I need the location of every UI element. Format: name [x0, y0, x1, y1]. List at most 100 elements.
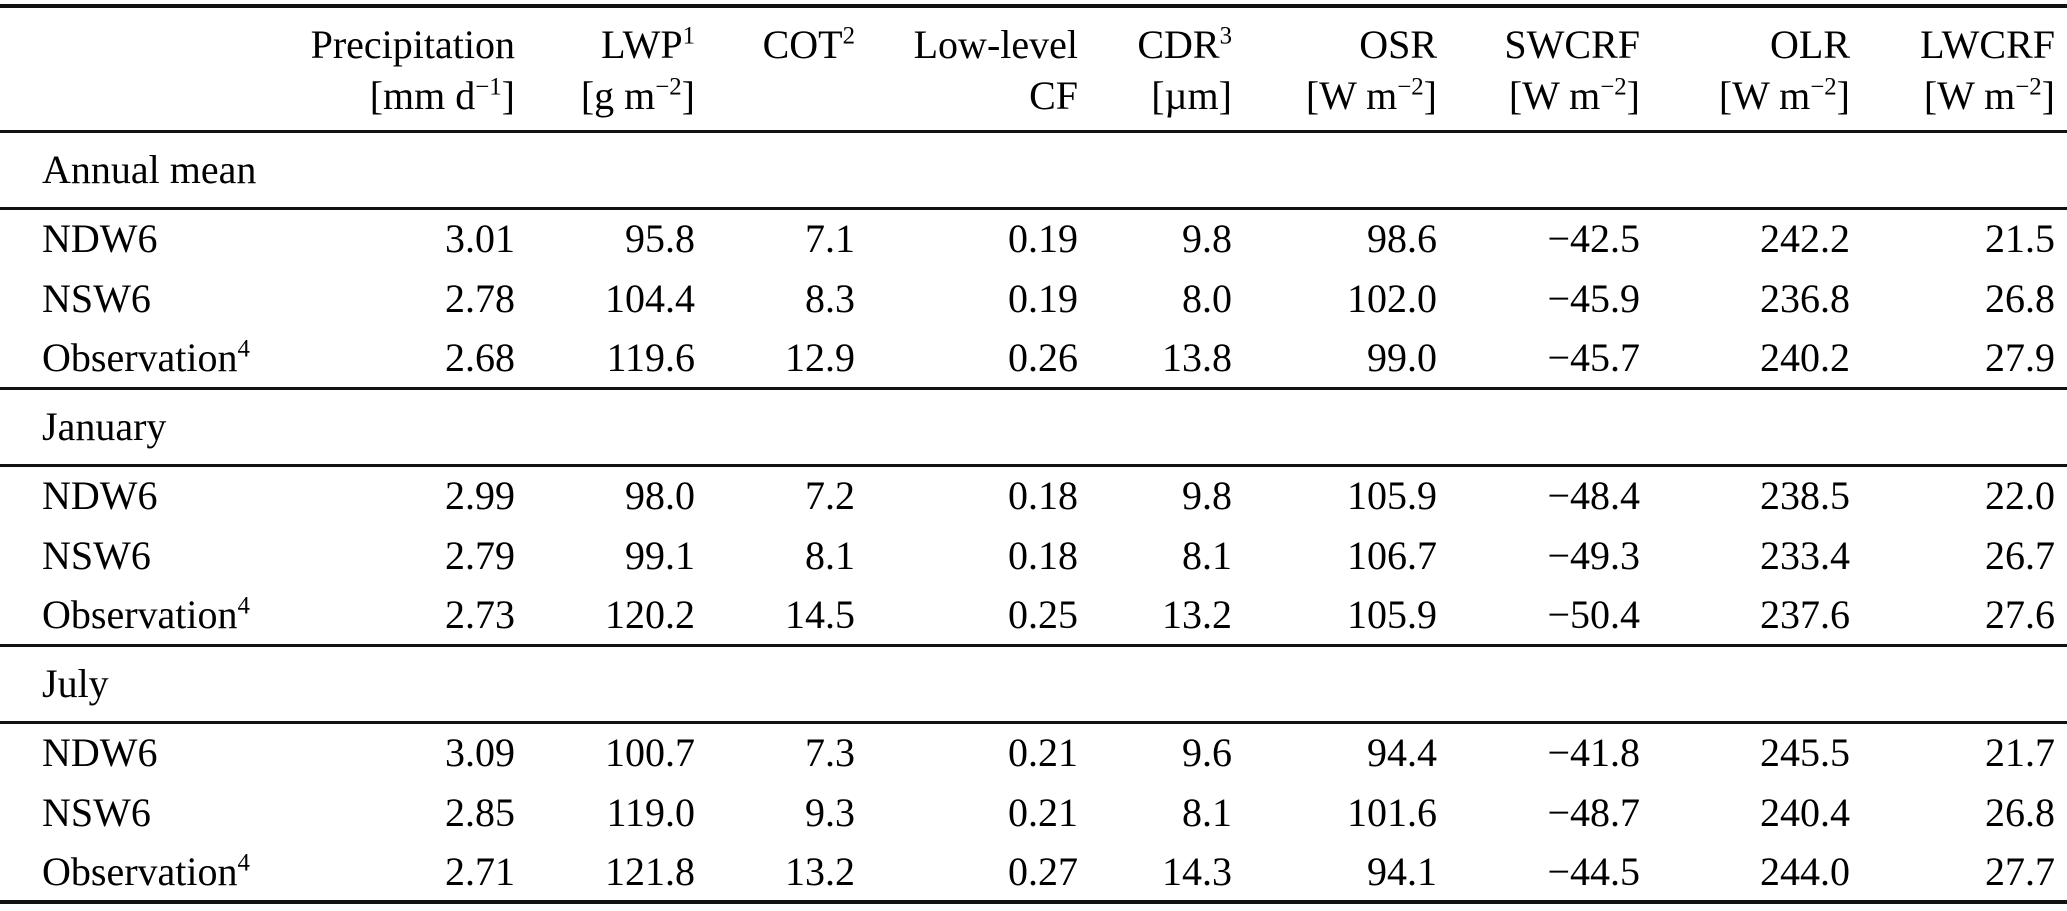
section-heading-row-january: January: [0, 388, 2067, 465]
value-cell: 7.3: [805, 730, 855, 776]
value-cell: 21.5: [1985, 216, 2055, 262]
row-label: NDW6: [42, 216, 158, 262]
column-header-osr: OSR [W m−2]: [1232, 6, 1437, 131]
value-cell: 98.6: [1367, 216, 1437, 262]
column-header-label: SWCRF: [1504, 22, 1640, 67]
value-cell: 99.0: [1367, 334, 1437, 380]
column-header-unit: [W m−2]: [1305, 73, 1437, 118]
value-cell: 2.73: [445, 591, 515, 637]
value-cell: 26.7: [1985, 532, 2055, 578]
value-cell: 100.7: [605, 730, 695, 776]
value-cell: −48.4: [1547, 473, 1640, 519]
value-cell: 0.26: [1008, 334, 1078, 380]
value-cell: 13.8: [1162, 334, 1232, 380]
value-cell: −44.5: [1547, 848, 1640, 894]
value-cell: −45.7: [1547, 334, 1640, 380]
results-table: Precipitation [mm d−1] LWP1 [g m−2] COT2…: [0, 4, 2067, 904]
column-header-unit: [mm d−1]: [369, 73, 515, 118]
row-label: NSW6: [42, 532, 151, 578]
value-cell: 27.6: [1985, 591, 2055, 637]
value-cell: 106.7: [1347, 532, 1437, 578]
table-header-row: Precipitation [mm d−1] LWP1 [g m−2] COT2…: [0, 6, 2067, 131]
value-cell: 94.1: [1367, 848, 1437, 894]
table-row-january-nsw6: NSW6 2.79 99.1 8.1 0.18 8.1 106.7 −49.3 …: [0, 525, 2067, 585]
value-cell: 101.6: [1347, 789, 1437, 835]
value-cell: 238.5: [1760, 473, 1850, 519]
column-header-label: Precipitation: [310, 22, 515, 67]
value-cell: 3.09: [445, 730, 515, 776]
value-cell: 0.19: [1008, 216, 1078, 262]
column-header-precipitation: Precipitation [mm d−1]: [300, 6, 515, 131]
value-cell: 102.0: [1347, 275, 1437, 321]
value-cell: 119.0: [606, 789, 695, 835]
table-row-january-observation: Observation4 2.73 120.2 14.5 0.25 13.2 1…: [0, 585, 2067, 645]
column-header-unit: [W m−2]: [1718, 73, 1850, 118]
value-cell: 0.25: [1008, 591, 1078, 637]
value-cell: 244.0: [1760, 848, 1850, 894]
column-header-unit: CF: [1029, 73, 1078, 118]
row-label: NSW6: [42, 789, 151, 835]
value-cell: 240.2: [1760, 334, 1850, 380]
value-cell: 0.18: [1008, 473, 1078, 519]
column-header-olr: OLR [W m−2]: [1640, 6, 1850, 131]
value-cell: 2.68: [445, 334, 515, 380]
column-header-empty: [0, 6, 300, 131]
value-cell: 2.99: [445, 473, 515, 519]
value-cell: 2.85: [445, 789, 515, 835]
value-cell: −50.4: [1547, 591, 1640, 637]
value-cell: 0.18: [1008, 532, 1078, 578]
value-cell: 99.1: [625, 532, 695, 578]
value-cell: 27.7: [1985, 848, 2055, 894]
value-cell: 105.9: [1347, 473, 1437, 519]
value-cell: 9.6: [1182, 730, 1232, 776]
value-cell: 236.8: [1760, 275, 1850, 321]
column-header-label: COT2: [762, 22, 855, 67]
table-row-annual-nsw6: NSW6 2.78 104.4 8.3 0.19 8.0 102.0 −45.9…: [0, 268, 2067, 328]
column-header-low-level-cf: Low-level CF: [855, 6, 1078, 131]
value-cell: 13.2: [1162, 591, 1232, 637]
section-heading: July: [42, 661, 109, 706]
value-cell: 2.79: [445, 532, 515, 578]
value-cell: 8.0: [1182, 275, 1232, 321]
column-header-lwcrf: LWCRF [W m−2]: [1850, 6, 2067, 131]
value-cell: 26.8: [1985, 789, 2055, 835]
value-cell: 121.8: [605, 848, 695, 894]
value-cell: 9.8: [1182, 473, 1232, 519]
value-cell: 104.4: [605, 275, 695, 321]
row-label: Observation4: [42, 334, 250, 380]
section-heading-row-annual-mean: Annual mean: [0, 131, 2067, 208]
value-cell: 3.01: [445, 216, 515, 262]
value-cell: 105.9: [1347, 591, 1437, 637]
value-cell: 237.6: [1760, 591, 1850, 637]
column-header-unit: [µm]: [1151, 73, 1232, 118]
table-row-july-nsw6: NSW6 2.85 119.0 9.3 0.21 8.1 101.6 −48.7…: [0, 782, 2067, 842]
section-heading: January: [42, 404, 167, 449]
value-cell: −41.8: [1547, 730, 1640, 776]
value-cell: 8.1: [805, 532, 855, 578]
value-cell: 9.3: [805, 789, 855, 835]
value-cell: −49.3: [1547, 532, 1640, 578]
value-cell: 9.8: [1182, 216, 1232, 262]
value-cell: 7.1: [805, 216, 855, 262]
table-row-july-ndw6: NDW6 3.09 100.7 7.3 0.21 9.6 94.4 −41.8 …: [0, 722, 2067, 782]
table-row-annual-observation: Observation4 2.68 119.6 12.9 0.26 13.8 9…: [0, 328, 2067, 388]
column-header-unit: [W m−2]: [1508, 73, 1640, 118]
value-cell: 12.9: [785, 334, 855, 380]
value-cell: −48.7: [1547, 789, 1640, 835]
value-cell: 233.4: [1760, 532, 1850, 578]
value-cell: 0.27: [1008, 848, 1078, 894]
value-cell: 245.5: [1760, 730, 1850, 776]
column-header-label: OSR: [1359, 22, 1437, 67]
column-header-swcrf: SWCRF [W m−2]: [1437, 6, 1640, 131]
column-header-label: LWCRF: [1920, 22, 2055, 67]
value-cell: 27.9: [1985, 334, 2055, 380]
value-cell: 240.4: [1760, 789, 1850, 835]
table-row-july-observation: Observation4 2.71 121.8 13.2 0.27 14.3 9…: [0, 842, 2067, 902]
row-label: Observation4: [42, 591, 250, 637]
value-cell: 8.1: [1182, 789, 1232, 835]
column-header-label: Low-level: [913, 22, 1078, 67]
column-header-label: OLR: [1770, 22, 1850, 67]
table-row-annual-ndw6: NDW6 3.01 95.8 7.1 0.19 9.8 98.6 −42.5 2…: [0, 208, 2067, 268]
value-cell: 120.2: [605, 591, 695, 637]
value-cell: 0.21: [1008, 789, 1078, 835]
